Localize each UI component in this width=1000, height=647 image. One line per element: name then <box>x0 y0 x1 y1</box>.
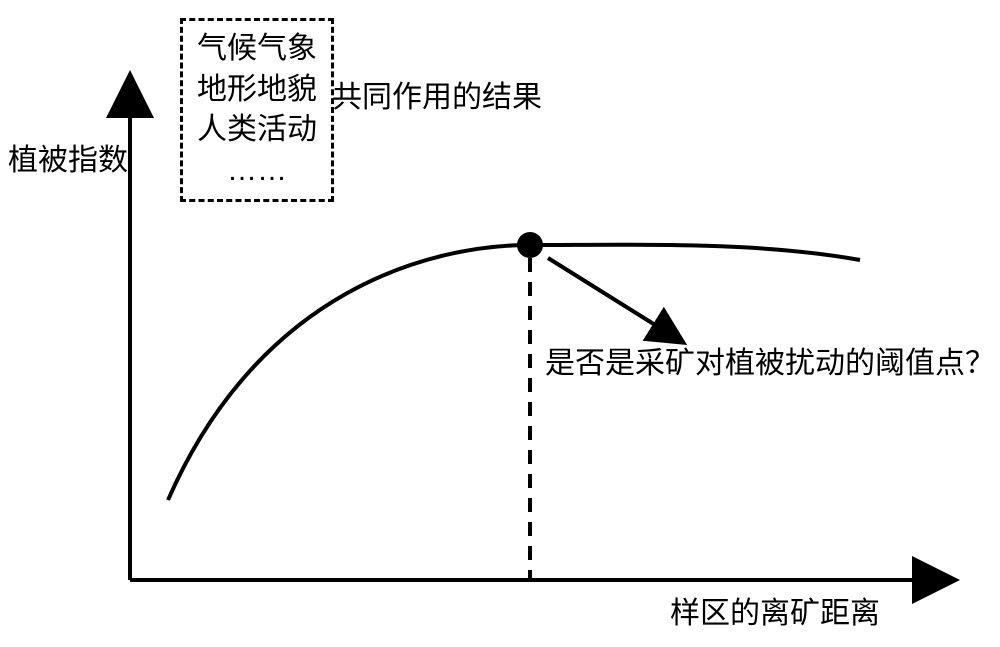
result-label: 共同作用的结果 <box>332 72 542 116</box>
factor-box: 气候气象 地形地貌 人类活动 …… <box>180 18 334 202</box>
factor-climate: 气候气象 <box>197 29 317 70</box>
factor-ellipsis: …… <box>197 151 317 192</box>
threshold-point <box>517 232 543 258</box>
annotation-arrow <box>548 258 660 328</box>
factor-human: 人类活动 <box>197 110 317 151</box>
y-axis-label: 植被指数 <box>8 135 128 179</box>
factor-terrain: 地形地貌 <box>197 70 317 111</box>
question-label: 是否是采矿对植被扰动的阈值点？ <box>545 338 995 382</box>
x-axis-label: 样区的离矿距离 <box>670 588 880 632</box>
diagram-container: 气候气象 地形地貌 人类活动 …… 植被指数 样区的离矿距离 共同作用的结果 是… <box>0 0 1000 647</box>
